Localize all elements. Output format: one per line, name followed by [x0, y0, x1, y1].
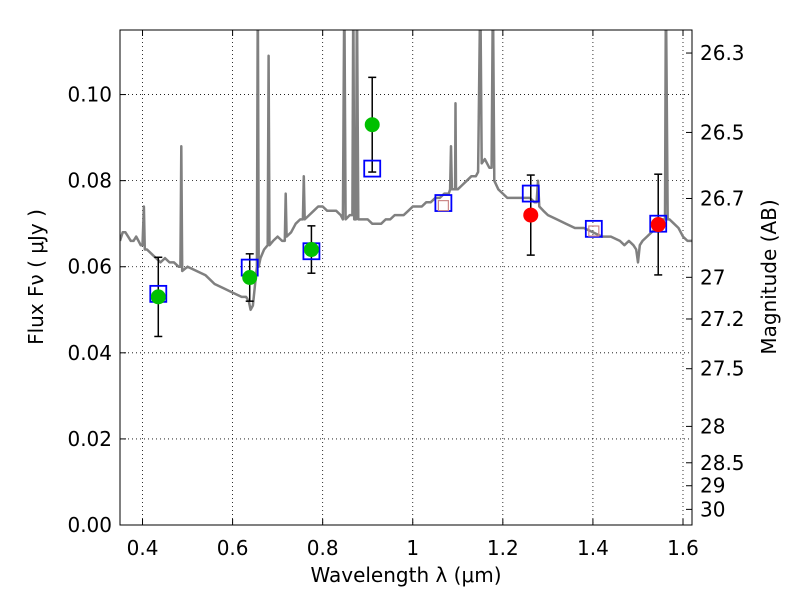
extra-marker-square [588, 225, 600, 237]
y-axis-right-title: Magnitude (AB) [757, 199, 781, 354]
x-tick-label: 0.6 [217, 536, 249, 560]
y-tick-label: 0.02 [67, 427, 112, 451]
observed-point [523, 207, 539, 223]
y-tick-label: 0.06 [67, 255, 112, 279]
y-axis-title: Flux Fν ( μJy ) [24, 209, 48, 345]
model-flux-square [521, 184, 540, 203]
right-tick-label: 26.5 [700, 120, 745, 144]
y-tick-label: 0.00 [67, 513, 112, 537]
extra-marker-square [437, 200, 449, 212]
x-axis-title: Wavelength λ (μm) [310, 563, 501, 587]
observed-point [242, 270, 258, 285]
grid [120, 30, 692, 526]
x-tick-label: 1 [406, 536, 419, 560]
observed-point [303, 242, 319, 258]
observed-point [150, 289, 166, 305]
model-spectrum-line [120, 30, 692, 312]
observed-point [650, 217, 666, 233]
right-tick-label: 27.2 [700, 307, 745, 331]
model-flux-square [584, 219, 603, 238]
y-tick-label: 0.08 [67, 169, 112, 193]
axes: 0.4 0.6 0.8 1 1.2 1.4 1.6 0.00 0.02 0.04 0.06 0.08 0… [67, 30, 745, 560]
right-tick-label: 27.5 [700, 357, 745, 381]
right-tick-label: 30 [700, 497, 725, 521]
model-spectrum-layer [120, 30, 692, 312]
right-tick-label: 29 [700, 474, 725, 498]
x-tick-label: 0.4 [127, 536, 159, 560]
y-tick-label: 0.10 [67, 83, 112, 107]
right-tick-label: 26.3 [700, 41, 745, 65]
observed-point [364, 117, 380, 133]
right-tick-label: 28.5 [700, 451, 745, 475]
x-tick-label: 1.6 [667, 536, 699, 560]
plot-frame [119, 29, 693, 526]
x-tick-label: 1.2 [487, 536, 519, 560]
x-tick-label: 1.4 [577, 536, 609, 560]
data-markers-layer [149, 76, 668, 338]
right-tick-label: 26.7 [700, 186, 745, 210]
right-tick-label: 27 [700, 265, 725, 289]
right-tick-label: 28 [700, 414, 725, 438]
model-flux-square [363, 159, 382, 178]
x-tick-label: 0.8 [307, 536, 339, 560]
y-tick-label: 0.04 [67, 341, 112, 365]
